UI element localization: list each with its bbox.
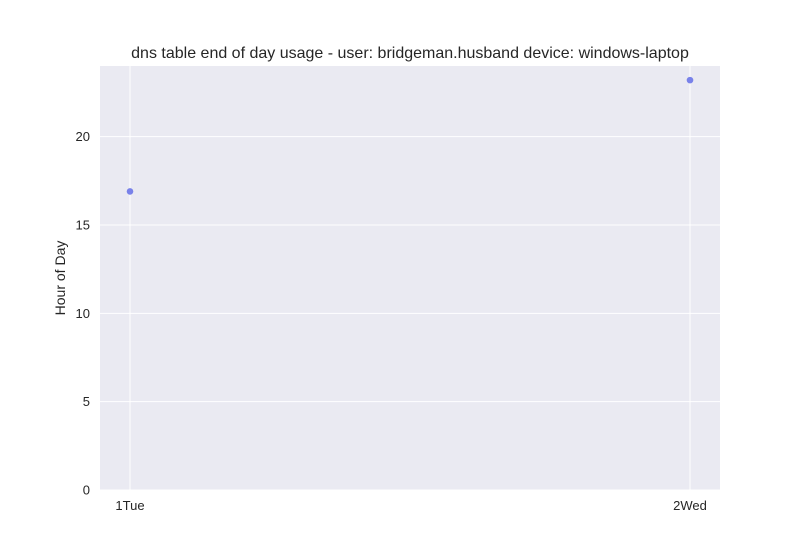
- data-point: [126, 188, 134, 195]
- x-tick-label: 1Tue: [115, 498, 144, 513]
- data-points: [126, 76, 694, 195]
- x-axis-ticks: 1Tue 2Wed: [115, 498, 706, 513]
- data-point: [686, 76, 694, 84]
- y-tick-label: 5: [83, 394, 90, 409]
- y-axis-label: Hour of Day: [52, 241, 68, 316]
- plot-area: [100, 66, 720, 490]
- y-tick-label: 20: [76, 129, 90, 144]
- y-tick-label: 15: [76, 218, 90, 233]
- y-tick-label: 10: [76, 306, 90, 321]
- x-tick-label: 2Wed: [673, 498, 707, 513]
- y-tick-label: 0: [83, 483, 90, 498]
- y-axis-ticks: 0 5 10 15 20: [76, 129, 90, 497]
- grid-lines: [100, 66, 720, 491]
- chart-title: dns table end of day usage - user: bridg…: [131, 45, 689, 62]
